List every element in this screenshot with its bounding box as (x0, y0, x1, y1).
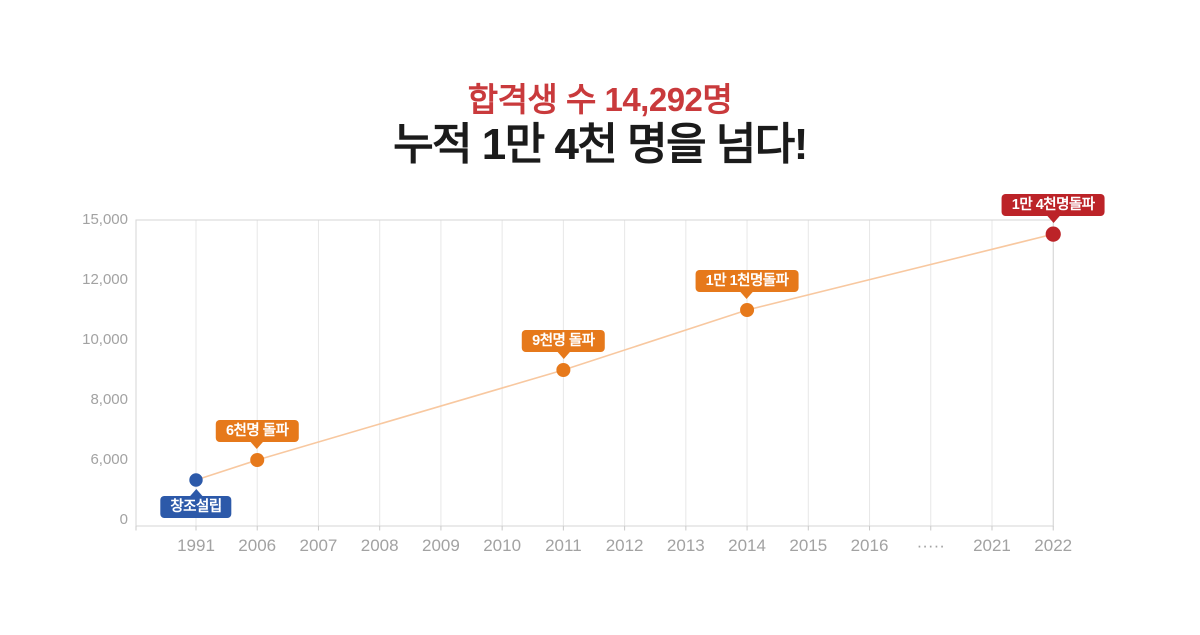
milestone-badge-label: 창조설립 (160, 496, 232, 518)
x-axis-label: 2014 (728, 536, 766, 555)
y-axis-label: 0 (119, 511, 128, 528)
milestone-badge-label: 6천명 돌파 (215, 420, 299, 442)
x-axis-label: ····· (916, 536, 945, 555)
y-axis-label: 8,000 (90, 391, 128, 408)
x-axis-label: 2022 (1034, 536, 1073, 555)
data-point-2014 (740, 303, 755, 317)
data-point-2011 (556, 363, 571, 377)
x-axis-label: 2021 (973, 536, 1011, 555)
milestone-badge-2022: 1만 4천명돌파 (1001, 194, 1105, 224)
y-axis-label: 6,000 (90, 451, 128, 468)
badge-pointer-icon (740, 291, 755, 299)
x-axis-label: 2015 (789, 536, 828, 555)
x-axis-label: 2013 (666, 536, 705, 555)
badge-pointer-icon (250, 441, 265, 449)
x-axis-label: 2007 (299, 536, 338, 555)
data-point-2022 (1045, 226, 1061, 242)
title-main: 누적 1만 4천 명을 넘다! (393, 120, 808, 169)
title-highlight: 합격생 수 14,292명 (467, 81, 733, 118)
milestone-badge-2006: 6천명 돌파 (215, 420, 299, 449)
x-axis-label: 2006 (238, 536, 277, 555)
milestone-badge-1991: 창조설립 (160, 489, 232, 518)
x-axis-label: 2008 (360, 536, 399, 555)
data-point-1991 (189, 473, 203, 487)
x-axis-label: 2016 (850, 536, 889, 555)
x-axis-label: 2012 (605, 536, 644, 555)
x-axis-label: 2009 (421, 536, 460, 555)
milestone-badge-2014: 1만 1천명돌파 (695, 270, 799, 299)
y-axis-label: 15,000 (82, 211, 128, 228)
badge-pointer-icon (1046, 215, 1061, 224)
x-axis-label: 2010 (483, 536, 522, 555)
x-axis-label: 1991 (177, 536, 215, 555)
title-block: 합격생 수 14,292명 누적 1만 4천 명을 넘다! (0, 80, 1200, 170)
badge-pointer-icon (189, 489, 203, 497)
badge-pointer-icon (556, 351, 571, 359)
y-axis-label: 10,000 (82, 331, 128, 348)
milestone-badge-2011: 9천명 돌파 (522, 330, 605, 359)
y-axis-label: 12,000 (82, 271, 128, 288)
milestone-badge-label: 1만 1천명돌파 (695, 270, 799, 292)
milestone-badge-label: 1만 4천명돌파 (1001, 194, 1105, 217)
plot-border (135, 219, 1054, 527)
data-point-2006 (250, 453, 265, 467)
milestone-badge-label: 9천명 돌파 (522, 330, 605, 352)
x-axis-label: 2011 (545, 536, 582, 555)
